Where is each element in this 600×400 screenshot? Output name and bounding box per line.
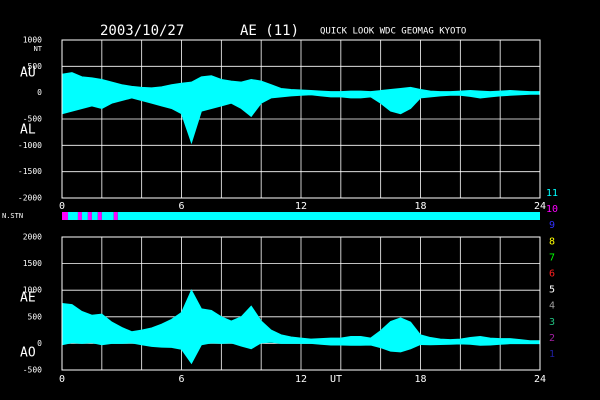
x-tick-label: 12: [295, 201, 307, 212]
y-axis-label: AO: [20, 346, 36, 361]
band-fill: [62, 72, 540, 143]
y-tick-label: 500: [28, 62, 43, 71]
subtitle: AE (11): [240, 23, 299, 39]
y-tick-label: 0: [37, 339, 42, 348]
y-tick-label: 1000: [23, 286, 42, 295]
station-segment: [77, 212, 82, 220]
legend-level: 6: [549, 269, 555, 280]
x-tick-label: 0: [59, 201, 65, 212]
station-segment: [113, 212, 118, 220]
plot-frame: [61, 39, 541, 199]
station-segment: [91, 212, 98, 220]
legend-level: 5: [549, 285, 555, 296]
station-segment: [101, 212, 114, 220]
chart-title: 2003/10/27: [100, 23, 184, 39]
series-line: [61, 289, 540, 342]
y-tick-label: 2000: [23, 233, 42, 242]
y-tick-label: 0: [37, 88, 42, 97]
y-axis-label: AL: [20, 123, 36, 138]
legend-level: 10: [546, 204, 558, 215]
y-tick-label: -1500: [18, 167, 42, 176]
band-fill: [62, 290, 540, 364]
series-line: [61, 72, 540, 93]
y-tick-label: -2000: [18, 194, 42, 203]
y-tick-label: -500: [23, 366, 42, 375]
x-tick-label: 12: [295, 374, 307, 385]
y-axis-label: AE: [20, 291, 36, 306]
legend-level: 4: [549, 301, 555, 312]
legend-level: 8: [549, 236, 555, 247]
series-line: [61, 93, 540, 145]
series-line: [61, 341, 540, 365]
plot-frame: [61, 236, 541, 371]
station-segment: [81, 212, 88, 220]
unit-label: NT: [34, 45, 43, 53]
station-segment: [97, 212, 102, 220]
x-tick-label: 6: [178, 201, 184, 212]
station-segment: [117, 212, 541, 220]
legend-level: 9: [549, 220, 555, 231]
station-segment: [87, 212, 92, 220]
legend-level: 2: [549, 333, 555, 344]
y-tick-label: 1000: [23, 36, 42, 45]
legend-level: 1: [549, 349, 555, 360]
x-tick-label: 24: [534, 201, 546, 212]
y-tick-label: 1500: [23, 259, 42, 268]
y-tick-label: 500: [28, 312, 43, 321]
y-tick-label: -1000: [18, 141, 42, 150]
legend-level: 11: [546, 188, 558, 199]
x-tick-label: 0: [59, 374, 65, 385]
station-label: N.STN: [2, 212, 23, 220]
x-tick-label: 18: [414, 201, 426, 212]
y-axis-label: AU: [20, 66, 36, 81]
x-axis-label: UT: [330, 374, 342, 385]
source: QUICK LOOK WDC GEOMAG KYOTO: [320, 27, 466, 37]
legend-level: 3: [549, 317, 555, 328]
x-tick-label: 18: [414, 374, 426, 385]
y-tick-label: -500: [23, 115, 42, 124]
x-tick-label: 24: [534, 374, 546, 385]
x-tick-label: 6: [178, 374, 184, 385]
legend-level: 7: [549, 252, 555, 263]
station-segment: [62, 212, 68, 220]
station-segment: [67, 212, 78, 220]
